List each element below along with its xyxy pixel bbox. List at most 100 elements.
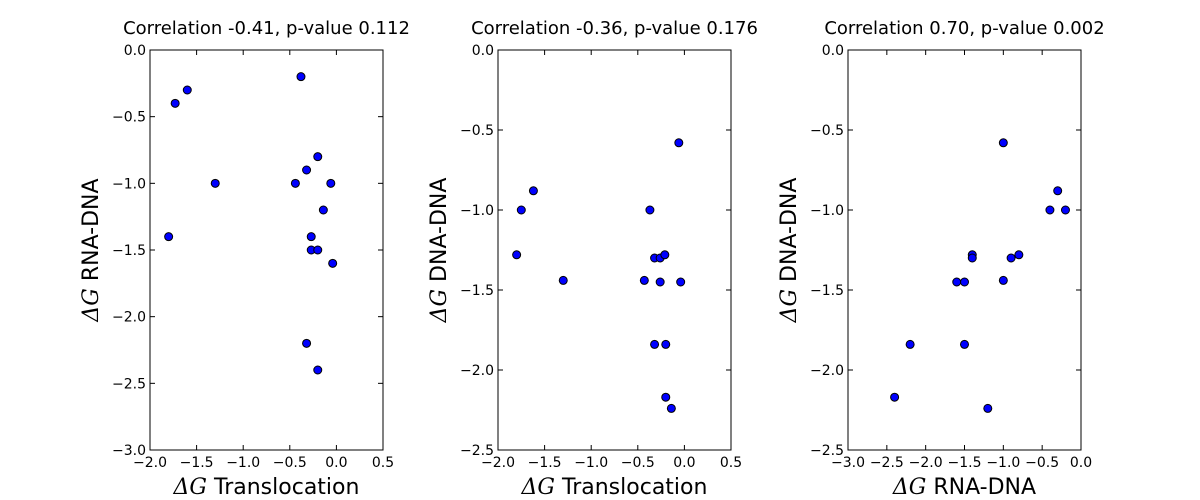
data-point — [318, 205, 328, 215]
y-tick-label: −1.0 — [460, 203, 494, 219]
data-point — [661, 339, 671, 349]
y-tick-label: −0.5 — [810, 123, 844, 139]
x-tick-label: −1.5 — [948, 455, 982, 471]
data-point — [302, 165, 312, 175]
y-axis-label: ΔG DNA-DNA — [427, 178, 452, 324]
y-tick-label: −1.5 — [460, 283, 494, 299]
x-tick-label: −0.5 — [1025, 455, 1059, 471]
y-tick-label: −2.5 — [112, 376, 146, 392]
plot-frame — [149, 49, 384, 451]
y-axis-label: ΔG DNA-DNA — [777, 178, 802, 324]
y-tick-label: −2.0 — [112, 310, 146, 326]
x-axis-label-text: RNA-DNA — [926, 475, 1036, 500]
y-tick-label: −1.0 — [810, 203, 844, 219]
data-point — [182, 85, 192, 95]
data-point — [890, 392, 900, 402]
y-tick-label: −0.5 — [460, 123, 494, 139]
data-point — [1014, 250, 1024, 260]
chart-title: Correlation -0.41, p-value 0.112 — [123, 18, 410, 39]
data-point — [666, 403, 676, 413]
data-point — [302, 338, 312, 348]
chart-title: Correlation 0.70, p-value 0.002 — [824, 18, 1104, 39]
x-tick-label: −2.5 — [870, 455, 904, 471]
y-axis-label-text: RNA-DNA — [79, 178, 104, 288]
x-tick-label: 0.0 — [673, 455, 695, 471]
data-point — [676, 277, 686, 287]
data-point — [1006, 253, 1016, 263]
data-point — [998, 275, 1008, 285]
x-axis-label-symbol: ΔG — [892, 475, 926, 500]
scatter-panel-2: −2.0 −1.5 −1.0 −0.5 0.0 0.5−2.5−2.0−1.5−1.0−0… — [427, 18, 758, 500]
x-axis-label: ΔG RNA-DNA — [892, 475, 1036, 500]
y-tick-label: −2.0 — [810, 363, 844, 379]
data-point — [528, 186, 538, 196]
x-tick-label: −2.0 — [481, 455, 515, 471]
x-axis-label: ΔG Translocation — [173, 475, 360, 500]
y-tick-label: −3.0 — [112, 443, 146, 459]
data-point — [983, 403, 993, 413]
data-point — [296, 72, 306, 82]
y-tick-label: −2.5 — [460, 443, 494, 459]
data-point — [313, 152, 323, 162]
data-point — [313, 365, 323, 375]
y-tick-label: −2.0 — [460, 363, 494, 379]
data-point — [905, 339, 915, 349]
data-point — [639, 275, 649, 285]
data-point — [306, 232, 316, 242]
plot-frame — [497, 49, 732, 451]
scatter-panel-1: −2.0 −1.5 −1.0 −0.5 0.0 0.5 −3.0 −2.5 −2.0 −1.5 −1… — [79, 18, 410, 500]
data-point — [170, 98, 180, 108]
y-axis-label-text: DNA-DNA — [777, 178, 802, 289]
x-tick-label: −1.0 — [574, 455, 608, 471]
y-tick-label: 0.0 — [124, 43, 146, 59]
data-point — [960, 277, 969, 287]
data-point — [328, 258, 338, 268]
data-point — [660, 250, 670, 260]
y-axis-label-symbol: ΔG — [777, 289, 802, 323]
x-axis-label-text: Translocation — [207, 475, 359, 500]
data-point — [674, 138, 684, 148]
data-point — [558, 275, 568, 285]
x-axis-label-text: Translocation — [555, 475, 707, 500]
x-tick-label: −2.0 — [909, 455, 943, 471]
x-tick-label: −1.5 — [180, 455, 214, 471]
data-point — [516, 205, 526, 215]
data-point — [326, 178, 336, 188]
x-tick-label: −0.5 — [621, 455, 655, 471]
data-point — [313, 245, 323, 255]
chart-title: Correlation -0.36, p-value 0.176 — [471, 18, 758, 39]
data-point — [1053, 186, 1063, 196]
y-tick-label: 0.0 — [822, 43, 844, 59]
x-axis-label-symbol: ΔG — [173, 475, 207, 500]
y-axis-label: ΔG RNA-DNA — [79, 178, 104, 322]
x-tick-label: −1.5 — [528, 455, 562, 471]
data-point — [512, 250, 522, 260]
plot-frame — [847, 49, 1082, 451]
y-tick-label: −0.5 — [112, 110, 146, 126]
data-point — [1060, 205, 1070, 215]
x-tick-label: 0.0 — [1070, 455, 1092, 471]
data-point — [967, 253, 977, 263]
x-tick-label: −1.0 — [226, 455, 260, 471]
scatter-panel-3: −3.0 −2.5 −2.0 −1.5 −1.0 −0.5 0.0−2.5−2.0−1.5−… — [777, 18, 1105, 500]
data-point — [998, 138, 1008, 148]
y-axis-label-symbol: ΔG — [427, 289, 452, 323]
x-tick-label: 0.5 — [720, 455, 742, 471]
y-tick-label: −1.0 — [112, 176, 146, 192]
data-point — [1045, 205, 1055, 215]
y-axis-label-symbol: ΔG — [79, 288, 104, 322]
x-tick-label: −2.0 — [133, 455, 167, 471]
data-point — [661, 392, 671, 402]
x-tick-label: 0.5 — [372, 455, 394, 471]
data-point — [655, 277, 665, 287]
data-point — [210, 178, 220, 188]
x-axis-label-symbol: ΔG — [521, 475, 555, 500]
data-point — [650, 339, 660, 349]
y-tick-label: −1.5 — [810, 283, 844, 299]
data-point — [290, 178, 300, 188]
data-point — [960, 339, 969, 349]
y-axis-label-text: DNA-DNA — [427, 178, 452, 289]
x-tick-label: −3.0 — [831, 455, 865, 471]
y-tick-label: −2.5 — [810, 443, 844, 459]
